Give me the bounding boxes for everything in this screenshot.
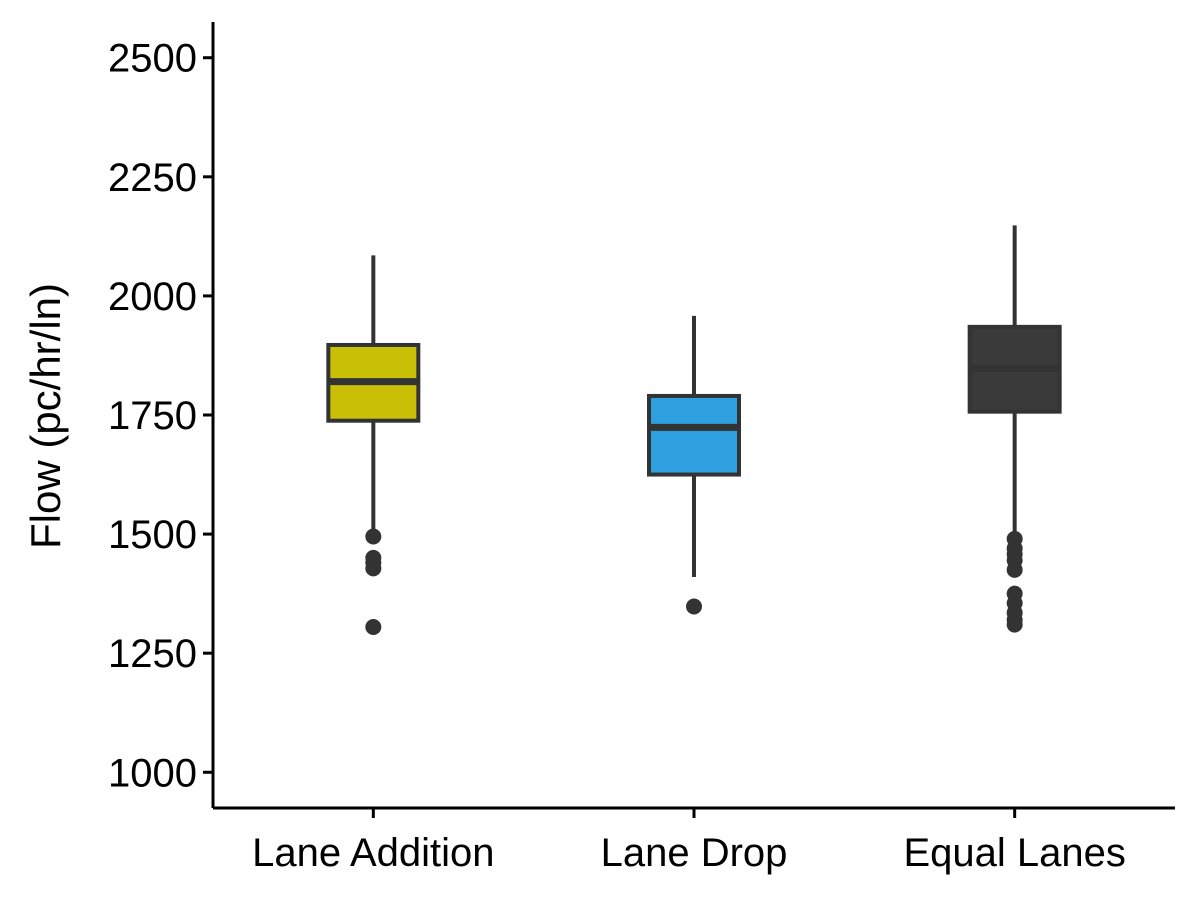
x-tick-label: Lane Addition [252,831,494,875]
outlier-point [365,618,382,635]
x-tick-label: Equal Lanes [903,831,1125,875]
iqr-box [647,393,741,477]
plot-area [326,225,1062,635]
x-axis: Lane Addition Lane Drop Equal Lanes [213,806,1175,875]
y-tick-label: 1750 [108,394,197,438]
y-axis: 1000 1250 1500 1750 2000 2250 2500 [108,22,215,808]
box-group [647,315,741,615]
box-group [326,255,421,635]
y-tick-label: 1000 [108,751,197,795]
outlier-point [365,528,382,545]
outlier-point [365,560,382,577]
y-tick-label: 1500 [108,513,197,557]
y-tick-label: 1250 [108,632,197,676]
outlier-point [1006,561,1023,578]
x-tick-label: Lane Drop [601,831,788,875]
y-tick-label: 2000 [108,275,197,319]
outlier-point [1006,616,1023,633]
y-tick-label: 2250 [108,156,197,200]
box-group [967,225,1062,633]
y-tick-label: 2500 [108,37,197,81]
y-axis-title: Flow (pc/hr/ln) [22,283,69,549]
outlier-point [686,598,702,615]
